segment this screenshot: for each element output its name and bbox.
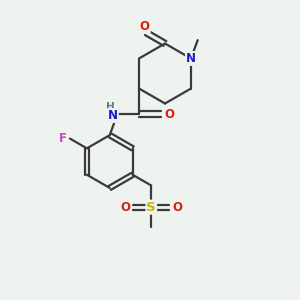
Text: N: N: [186, 52, 196, 65]
Text: O: O: [120, 201, 130, 214]
Text: O: O: [173, 201, 183, 214]
Text: O: O: [140, 20, 150, 33]
Text: N: N: [108, 109, 118, 122]
Text: H: H: [106, 102, 115, 112]
Text: O: O: [165, 107, 175, 121]
Text: S: S: [146, 201, 156, 214]
Text: F: F: [59, 132, 68, 145]
